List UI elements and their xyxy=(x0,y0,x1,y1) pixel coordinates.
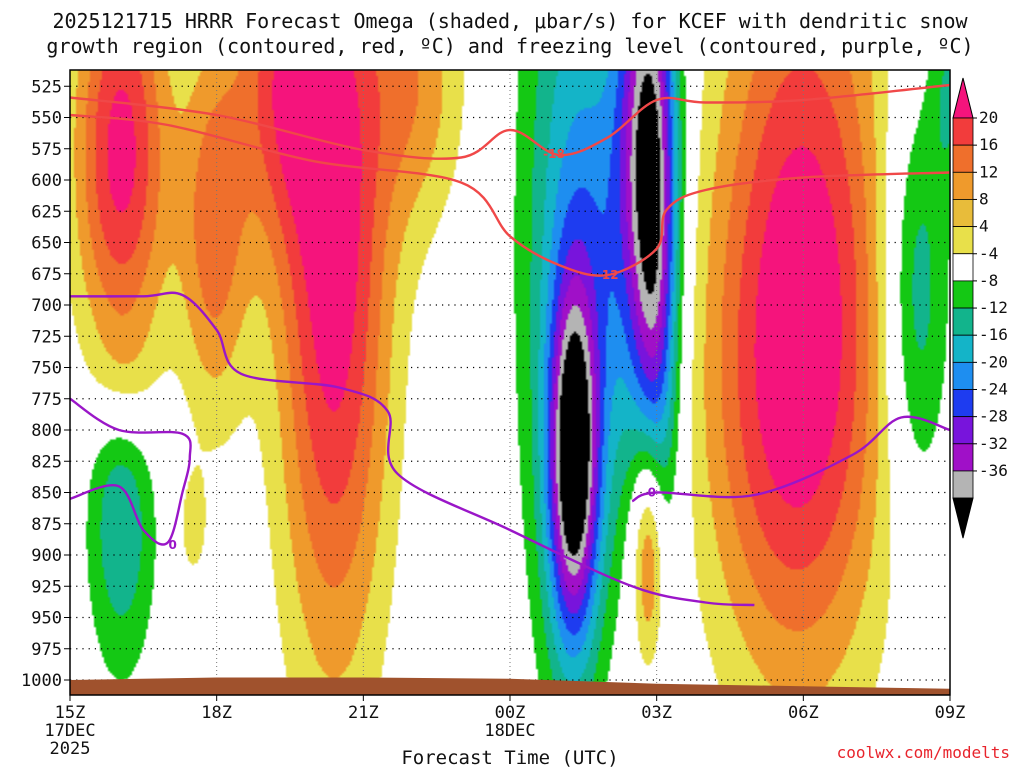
colorbar-swatch-4 xyxy=(952,199,974,227)
colorbar-swatch-10 xyxy=(952,361,974,390)
dgz-contour-label-1: -12 xyxy=(597,268,619,282)
y-tick-label-525: 525 xyxy=(31,77,62,97)
colorbar-label-10: -24 xyxy=(979,380,1008,399)
colorbar-swatch-8 xyxy=(952,307,974,336)
colorbar-label-11: -28 xyxy=(979,407,1008,426)
y-tick-label-550: 550 xyxy=(31,109,62,129)
colorbar-swatch-14 xyxy=(952,470,974,499)
colorbar-swatch-2 xyxy=(952,144,974,173)
colorbar-swatch-11 xyxy=(952,389,974,418)
freezing-contour-line-0 xyxy=(69,291,755,607)
y-tick-label-800: 800 xyxy=(31,421,62,441)
y-tick-label-850: 850 xyxy=(31,484,62,504)
freezing-level-contours: 00 xyxy=(69,291,951,607)
x-tick-label-21Z: 21Z xyxy=(348,703,379,723)
y-tick-label-600: 600 xyxy=(31,171,62,191)
dgz-contour-line-1 xyxy=(69,113,951,277)
freezing-contour-label-0: 0 xyxy=(168,538,176,552)
colorbar-swatch-13 xyxy=(952,443,974,472)
freezing-contour-line-1 xyxy=(631,415,951,503)
colorbar-label-7: -12 xyxy=(979,298,1008,317)
colorbar: 20 16 12 8 4 -4 -8 -12 -16 -20 -24 -28 -32 -36 xyxy=(952,77,1008,539)
grid-lines xyxy=(70,70,950,695)
colorbar-label-0: 20 xyxy=(979,108,998,127)
colorbar-label-8: -16 xyxy=(979,325,1008,344)
y-tick-label-575: 575 xyxy=(31,140,62,160)
y-tick-label-975: 975 xyxy=(31,640,62,660)
dgz-contour-line-0 xyxy=(69,83,951,160)
dgz-contour-label-0: -18 xyxy=(543,147,565,161)
colorbar-label-13: -36 xyxy=(979,461,1008,480)
x-tick-label-06Z: 06Z xyxy=(788,703,819,723)
colorbar-arrow-top xyxy=(952,77,974,119)
colorbar-label-3: 8 xyxy=(979,189,989,208)
x-tick-date-00Z: 18DEC xyxy=(484,721,535,741)
x-tick-date-15Z: 17DEC xyxy=(44,721,95,741)
y-tick-label-900: 900 xyxy=(31,546,62,566)
y-tick-label-1000: 1000 xyxy=(21,671,62,691)
x-tick-year-15Z: 2025 xyxy=(50,739,91,759)
y-tick-label-725: 725 xyxy=(31,327,62,347)
x-axis-title: Forecast Time (UTC) xyxy=(401,747,618,768)
chart-title-line-1: 2025121715 HRRR Forecast Omega (shaded, … xyxy=(52,9,968,33)
colorbar-swatch-5 xyxy=(952,226,974,255)
x-tick-label-03Z: 03Z xyxy=(641,703,672,723)
colorbar-swatch-3 xyxy=(952,171,974,200)
y-tick-label-650: 650 xyxy=(31,234,62,254)
y-axis: 525 550 575 600 625 650 675 700 725 750 775 800 825 8… xyxy=(21,77,70,691)
colorbar-label-1: 16 xyxy=(979,135,998,154)
y-tick-label-700: 700 xyxy=(31,296,62,316)
freezing-contour-line-2 xyxy=(69,397,192,546)
colorbar-label-2: 12 xyxy=(979,162,998,181)
colorbar-swatch-9 xyxy=(952,334,974,363)
freezing-contour-label-1: 0 xyxy=(648,486,656,500)
colorbar-label-9: -20 xyxy=(979,352,1008,371)
terrain-fill xyxy=(70,677,950,695)
colorbar-label-12: -32 xyxy=(979,434,1008,453)
x-tick-label-18Z: 18Z xyxy=(201,703,232,723)
colorbar-label-6: -8 xyxy=(979,271,998,290)
y-tick-label-625: 625 xyxy=(31,202,62,222)
x-tick-label-15Z: 15Z xyxy=(55,703,86,723)
chart-title-line-2: growth region (contoured, red, ºC) and f… xyxy=(46,34,973,58)
colorbar-swatch-6 xyxy=(952,253,974,282)
colorbar-label-5: -4 xyxy=(979,244,998,263)
x-tick-label-09Z: 09Z xyxy=(935,703,966,723)
colorbar-label-4: 4 xyxy=(979,217,989,236)
colorbar-swatch-7 xyxy=(952,280,974,309)
colorbar-swatch-12 xyxy=(952,416,974,445)
y-tick-label-775: 775 xyxy=(31,390,62,410)
y-tick-label-875: 875 xyxy=(31,515,62,535)
credit-text: coolwx.com/modelts xyxy=(837,743,1010,762)
plot-area: -18-12 00 xyxy=(69,69,951,696)
y-tick-label-675: 675 xyxy=(31,265,62,285)
x-tick-label-00Z: 00Z xyxy=(495,703,526,723)
dendritic-growth-contours: -18 -12 xyxy=(69,83,951,282)
colorbar-swatch-1 xyxy=(952,117,974,146)
y-tick-label-950: 950 xyxy=(31,609,62,629)
colorbar-arrow-bottom xyxy=(952,497,974,539)
y-tick-label-750: 750 xyxy=(31,359,62,379)
y-tick-label-925: 925 xyxy=(31,577,62,597)
y-tick-label-825: 825 xyxy=(31,452,62,472)
